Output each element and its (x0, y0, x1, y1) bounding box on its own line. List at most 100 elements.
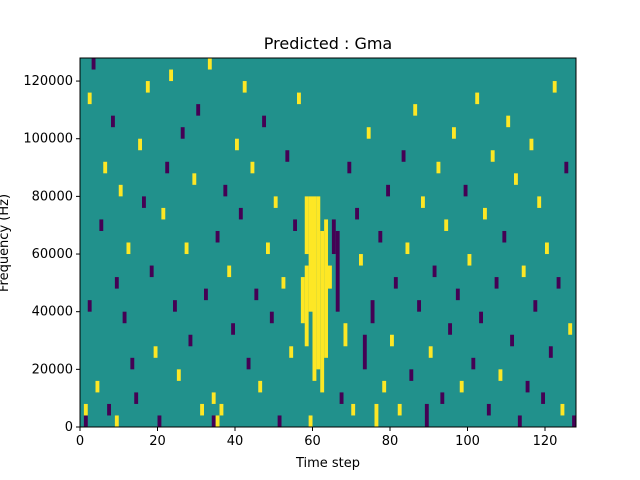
heatmap-cell (95, 380, 100, 393)
heatmap-cell (169, 69, 174, 82)
heatmap-cell (436, 161, 441, 174)
heatmap-cell (521, 265, 526, 278)
heatmap-cell (215, 230, 220, 243)
y-tick-label: 60000 (32, 247, 73, 262)
heatmap-cell (250, 161, 255, 174)
heatmap-cell (207, 58, 212, 70)
heatmap-cell (235, 138, 239, 151)
y-axis-title: Frequency (Hz) (0, 194, 12, 292)
heatmap-cell (219, 403, 224, 416)
heatmap-cell (424, 403, 429, 427)
heatmap-cell (204, 288, 208, 301)
x-tick-label: 0 (76, 434, 84, 449)
heatmap-cell (490, 150, 495, 162)
heatmap-cell (405, 242, 410, 255)
heatmap-cell (308, 415, 313, 427)
heatmap-cell (552, 81, 557, 93)
chart-title: Predicted : Gma (264, 34, 392, 53)
plot-area: 0 20 40 60 80 100 120 0 20000 40000 60000 80000 1000… (23, 57, 577, 449)
heatmap-cell (324, 219, 329, 358)
heatmap-cell (184, 242, 189, 255)
heatmap-cell (548, 346, 553, 358)
y-tick-label: 0 (65, 420, 73, 435)
heatmap-cell (428, 346, 433, 358)
heatmap-cell (486, 403, 491, 416)
y-tick-label: 20000 (32, 362, 73, 377)
heatmap-cell (525, 380, 530, 393)
heatmap-cell (502, 230, 507, 243)
heatmap-cell (417, 300, 422, 312)
heatmap-cell (545, 242, 549, 255)
heatmap-cell (409, 369, 414, 381)
heatmap-cell (211, 415, 216, 427)
heatmap-cell (87, 300, 92, 312)
heatmap-cell (378, 230, 383, 243)
heatmap-cell (459, 380, 464, 393)
heatmap-cell (180, 127, 185, 139)
heatmap-cell (277, 415, 282, 427)
heatmap-cell (467, 254, 472, 266)
plot-frame (79, 57, 577, 428)
heatmap-cell (293, 219, 298, 231)
heatmap-cell (444, 219, 449, 231)
heatmap-cell (421, 196, 425, 208)
heatmap-cell (269, 311, 274, 324)
heatmap-cell (138, 138, 143, 151)
heatmap-cell (107, 403, 112, 416)
heatmap-cell (432, 265, 437, 278)
heatmap-cell (572, 415, 577, 427)
heatmap-cell (266, 242, 270, 255)
heatmap-cell (83, 403, 88, 416)
heatmap-cell (258, 380, 263, 393)
heatmap-cell (211, 392, 216, 404)
x-tick-label: 60 (304, 434, 321, 449)
heatmap-cell (231, 323, 236, 335)
x-tick-label: 80 (382, 434, 399, 449)
heatmap-cell (529, 138, 534, 151)
heatmap-cell (382, 380, 387, 393)
heatmap-cell (196, 104, 201, 116)
heatmap-cell (254, 288, 259, 301)
y-tick-label: 80000 (32, 189, 73, 204)
heatmap-cell (312, 196, 317, 381)
heatmap-cell (370, 300, 375, 324)
x-axis-title: Time step (295, 456, 360, 471)
heatmap-cell (238, 207, 243, 220)
heatmap-cell (281, 277, 286, 289)
heatmap-cell (145, 81, 150, 93)
heatmap-cell (87, 92, 92, 105)
heatmap-cell (328, 265, 332, 289)
heatmap-cell (289, 346, 294, 358)
heatmap-cell (103, 161, 108, 174)
heatmap-cell (142, 196, 146, 208)
heatmap-cell (262, 115, 267, 128)
heatmap-cell (343, 323, 348, 347)
heatmap-cell (359, 254, 363, 266)
heatmap-cell (560, 403, 565, 416)
heatmap-cell (386, 184, 391, 197)
heatmap-cell (227, 265, 232, 278)
y-tick-label: 120000 (23, 74, 73, 89)
heatmap-cell (483, 207, 487, 220)
heatmap-cell (564, 161, 569, 174)
heatmap-cell (397, 403, 402, 416)
heatmap-cell (479, 311, 484, 324)
heatmap-cell (440, 392, 445, 404)
x-tick-label: 20 (149, 434, 166, 449)
heatmap-cell (366, 127, 371, 139)
heatmap-cell (533, 300, 538, 312)
heatmap-cell (161, 207, 166, 220)
heatmap-cell (176, 369, 181, 381)
heatmap-cell (320, 230, 325, 393)
heatmap-cell (362, 334, 367, 370)
heatmap-cell (351, 403, 356, 416)
heatmap-cell (537, 196, 542, 208)
heatmap-cell (514, 173, 518, 185)
heatmap-cell (308, 196, 313, 312)
x-tick-label: 40 (227, 434, 244, 449)
heatmap-cell (223, 184, 228, 197)
heatmap-cell (134, 392, 139, 404)
heatmap-cell (339, 392, 344, 404)
heatmap-cell (91, 58, 96, 70)
x-tick-label: 120 (533, 434, 558, 449)
